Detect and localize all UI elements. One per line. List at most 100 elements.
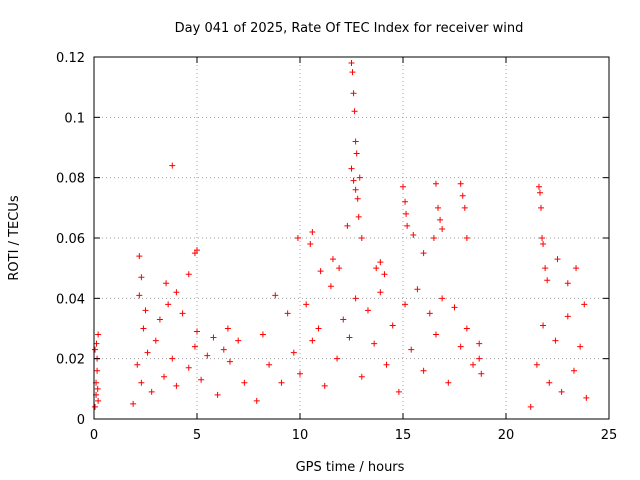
y-tick-label: 0.06	[56, 232, 85, 247]
x-tick-label: 20	[498, 428, 515, 443]
data-point	[179, 310, 186, 317]
data-point	[317, 268, 324, 275]
data-point	[546, 379, 553, 386]
data-point	[410, 231, 417, 238]
data-point	[290, 349, 297, 356]
data-point	[581, 301, 588, 308]
data-point	[538, 204, 545, 211]
data-point	[329, 256, 336, 263]
data-point	[470, 361, 477, 368]
data-point	[403, 210, 410, 217]
y-tick-label: 0.12	[56, 51, 85, 66]
data-point	[204, 352, 211, 359]
data-point	[144, 349, 151, 356]
data-point	[457, 180, 464, 187]
data-point	[404, 222, 411, 229]
data-point	[169, 355, 176, 362]
data-point	[383, 361, 390, 368]
data-point	[432, 331, 439, 338]
data-point	[461, 204, 468, 211]
x-tick-label: 15	[395, 428, 412, 443]
data-point	[161, 373, 168, 380]
data-point	[535, 183, 542, 190]
data-point	[564, 313, 571, 320]
plot-frame	[93, 56, 610, 420]
x-axis-label: GPS time / hours	[296, 460, 405, 475]
y-tick-label: 0.04	[56, 292, 85, 307]
data-point	[140, 325, 147, 332]
data-point	[432, 180, 439, 187]
data-point	[476, 355, 483, 362]
data-point	[303, 301, 310, 308]
data-point	[294, 235, 301, 241]
data-point	[194, 247, 200, 254]
data-point	[439, 295, 446, 302]
data-point	[420, 367, 427, 374]
data-point	[191, 343, 198, 350]
data-point	[173, 382, 180, 389]
y-tick-label: 0.08	[56, 172, 85, 187]
data-point	[354, 195, 361, 202]
data-point	[364, 307, 371, 314]
data-point	[163, 280, 170, 287]
x-tick-label: 10	[292, 428, 309, 443]
data-point	[457, 343, 464, 350]
data-point	[463, 235, 470, 241]
data-point	[94, 385, 101, 392]
data-point	[542, 265, 549, 272]
data-point	[220, 346, 227, 353]
data-point	[307, 241, 314, 248]
data-point	[92, 346, 99, 353]
data-point	[348, 60, 355, 67]
data-point	[95, 397, 102, 404]
data-point	[451, 304, 458, 311]
data-point	[224, 325, 231, 332]
data-point	[437, 216, 444, 223]
data-point	[350, 90, 357, 97]
axis-ticks: 0 5 10 15 20 25 0 0.02 0.04 0.06 0.08 0.1 0.12	[56, 51, 617, 443]
data-point	[136, 253, 143, 260]
grid-lines	[93, 56, 610, 420]
data-point	[476, 340, 483, 347]
data-point	[173, 289, 180, 296]
data-point	[402, 301, 409, 308]
data-point	[94, 367, 101, 374]
data-point	[554, 256, 561, 263]
data-point	[552, 337, 559, 344]
data-point	[583, 394, 590, 401]
data-point	[402, 198, 409, 205]
data-point	[570, 367, 577, 374]
data-points	[92, 60, 590, 410]
data-point	[478, 370, 485, 377]
data-point	[439, 225, 446, 232]
data-point	[284, 310, 291, 317]
data-point	[309, 337, 316, 344]
data-point	[377, 289, 384, 296]
data-point	[226, 358, 233, 365]
data-point	[536, 189, 543, 196]
data-point	[156, 316, 163, 323]
data-point	[191, 250, 198, 257]
data-point	[92, 403, 99, 410]
data-point	[169, 162, 176, 169]
data-point	[327, 283, 334, 290]
data-point	[165, 301, 172, 308]
data-point	[194, 328, 200, 335]
data-point	[266, 361, 273, 368]
data-point	[309, 228, 316, 235]
data-point	[463, 325, 470, 332]
data-point	[358, 235, 365, 241]
data-point	[185, 271, 192, 278]
data-point	[540, 322, 547, 329]
data-point	[336, 265, 343, 272]
y-tick-label: 0	[77, 413, 85, 428]
data-point	[138, 379, 145, 386]
data-point	[395, 388, 402, 395]
data-point	[210, 334, 217, 341]
data-point	[321, 382, 328, 389]
data-point	[348, 165, 355, 172]
data-point	[344, 222, 351, 229]
data-point	[134, 361, 141, 368]
data-point	[235, 337, 242, 344]
data-point	[381, 271, 388, 278]
